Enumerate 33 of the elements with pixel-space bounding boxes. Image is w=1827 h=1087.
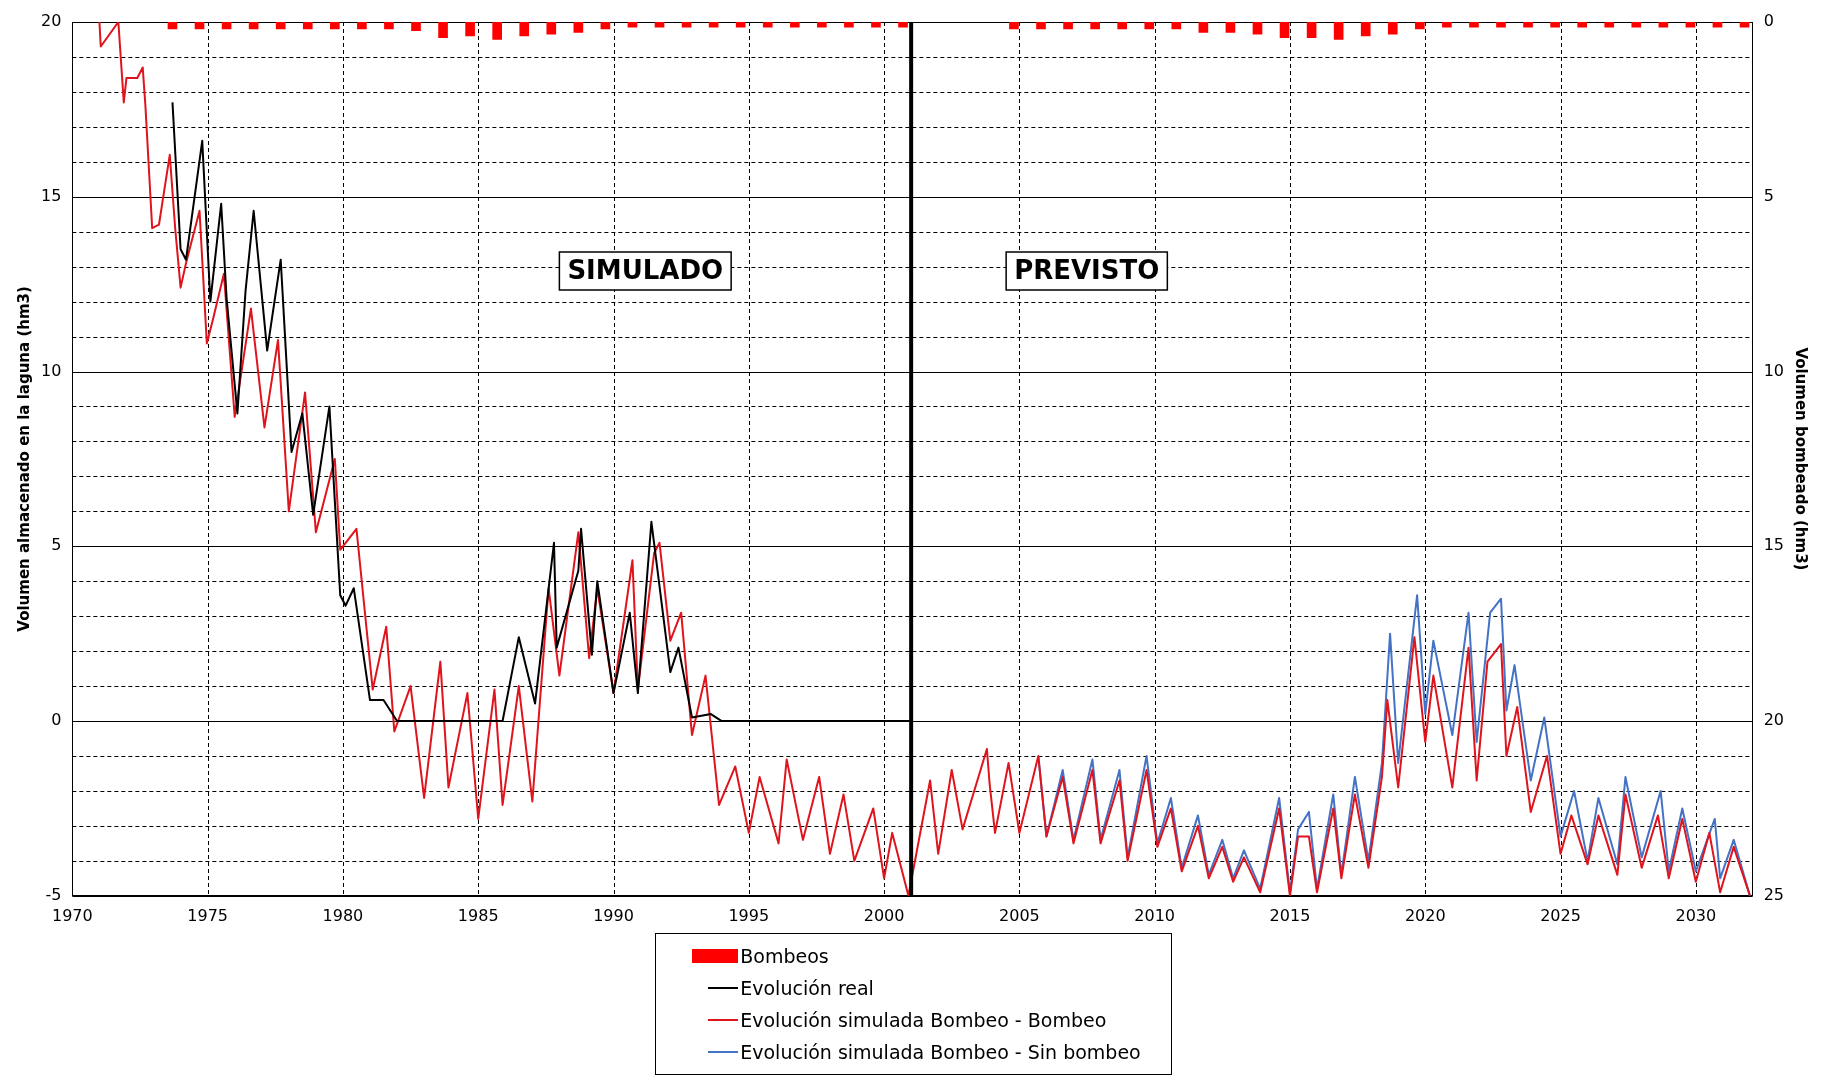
x-tick-label: 1975 — [187, 905, 229, 925]
annotation: SIMULADO — [567, 254, 724, 285]
y2-tick-label: 15 — [1763, 535, 1784, 555]
legend-label: Evolución simulada Bombeo - Bombeo — [740, 1008, 1107, 1033]
legend-label: Evolución real — [740, 976, 874, 1001]
y2-tick-label: 5 — [1763, 185, 1774, 205]
legend-label: Bombeos — [740, 944, 829, 969]
y-tick-label: 5 — [51, 535, 62, 555]
y-axis-title: Volumen almacenado en la laguna (hm3) — [14, 286, 33, 632]
y2-tick-label: 20 — [1763, 710, 1784, 730]
y-tick-label: 10 — [41, 360, 62, 380]
y-tick-label: 0 — [51, 710, 62, 730]
x-tick-label: 2025 — [1540, 905, 1581, 925]
y2-axis-title: Volumen bombeado (hm3) — [1792, 347, 1811, 571]
y2-tick-label: 10 — [1763, 360, 1784, 380]
y2-tick-label: 25 — [1763, 884, 1784, 904]
x-tick-label: 1995 — [728, 905, 770, 925]
x-tick-label: 2015 — [1269, 905, 1311, 925]
x-tick-label: 1970 — [52, 905, 93, 925]
legend-label: Evolución simulada Bombeo - Sin bombeo — [740, 1040, 1141, 1065]
x-tick-label: 1980 — [322, 905, 364, 925]
x-tick-label: 2020 — [1404, 905, 1446, 925]
x-tick-label: 2030 — [1675, 905, 1717, 925]
x-tick-label: 1985 — [457, 905, 499, 925]
x-tick-label: 2010 — [1134, 905, 1176, 925]
y-tick-label: -5 — [45, 884, 62, 904]
y-tick-label: 20 — [41, 11, 62, 31]
y2-tick-label: 0 — [1763, 11, 1774, 31]
x-tick-label: 2005 — [999, 905, 1040, 925]
x-tick-label: 2000 — [863, 905, 905, 925]
x-tick-label: 1990 — [593, 905, 634, 925]
y-tick-label: 15 — [41, 185, 62, 205]
annotation: PREVISTO — [1014, 254, 1160, 285]
